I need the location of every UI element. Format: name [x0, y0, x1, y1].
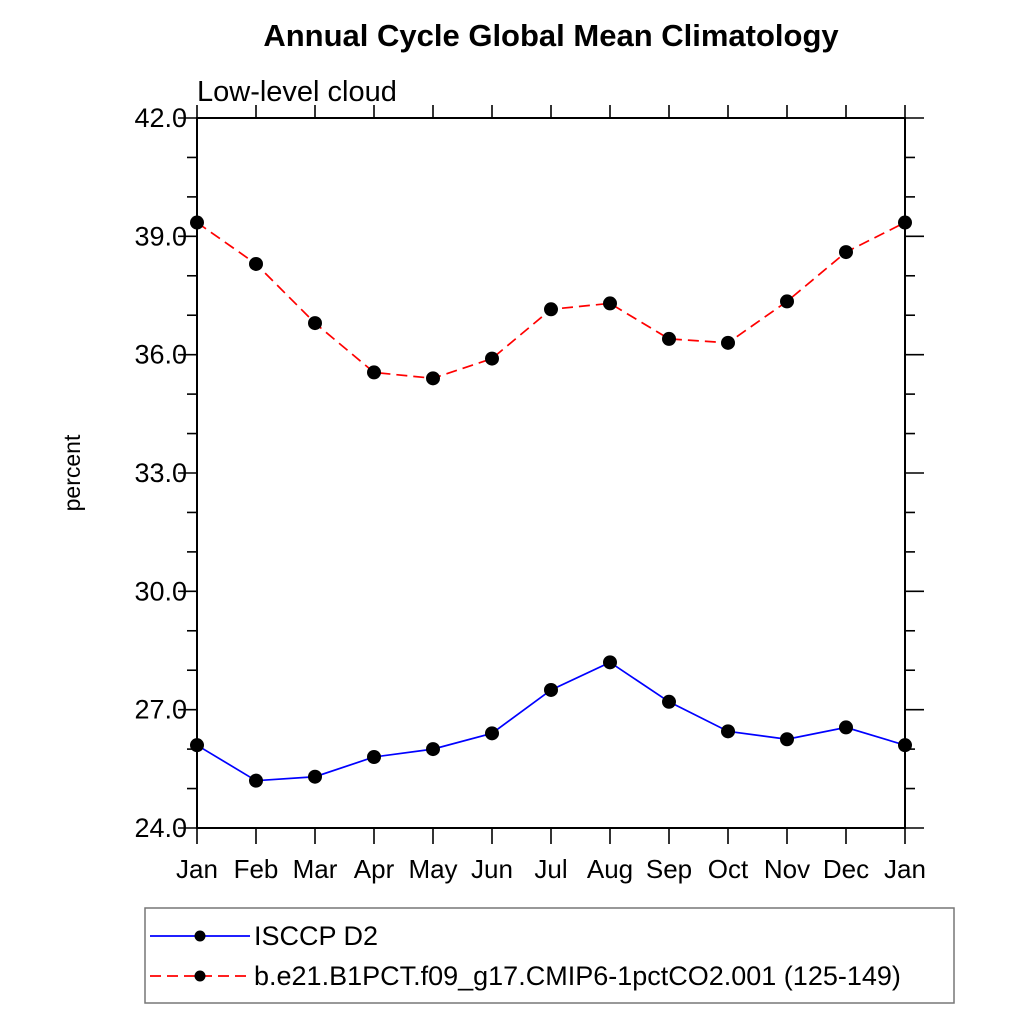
- y-tick-label: 33.0: [134, 458, 187, 488]
- data-point-marker: [662, 694, 676, 709]
- x-tick-label: Aug: [587, 854, 633, 884]
- data-point-marker: [544, 302, 558, 317]
- y-tick-label: 42.0: [134, 103, 187, 133]
- data-point-marker: [721, 335, 735, 350]
- data-point-marker: [426, 742, 440, 757]
- data-point-marker: [839, 720, 853, 735]
- x-tick-label: Dec: [823, 854, 869, 884]
- x-tick-label: Mar: [293, 854, 338, 884]
- axis-tick-labels: Jan Feb Mar Apr May Jun Jul Aug Sep Oct Nov Dec Jan 2…: [134, 103, 926, 884]
- y-tick-label: 27.0: [134, 695, 187, 725]
- series-line-1: [196, 221, 906, 380]
- legend-marker-dot-icon: [194, 930, 206, 942]
- x-tick-label: Jan: [884, 854, 926, 884]
- data-point-marker: [780, 294, 794, 309]
- y-tick-label: 30.0: [134, 576, 187, 606]
- legend-entry-isccp: ISCCP D2: [150, 921, 378, 951]
- x-tick-label: Jul: [534, 854, 567, 884]
- x-tick-label: Nov: [764, 854, 810, 884]
- chart-subtitle: Low-level cloud: [197, 76, 397, 108]
- data-point-marker: [249, 256, 263, 271]
- data-point-marker: [308, 769, 322, 784]
- legend-label-isccp: ISCCP D2: [254, 921, 378, 951]
- x-tick-label: May: [408, 854, 457, 884]
- data-point-marker: [485, 351, 499, 366]
- x-tick-label: Oct: [708, 854, 749, 884]
- data-point-marker: [544, 682, 558, 697]
- data-point-marker: [662, 331, 676, 346]
- data-point-marker: [603, 296, 617, 311]
- legend-entry-model: b.e21.B1PCT.f09_g17.CMIP6-1pctCO2.001 (1…: [150, 961, 901, 991]
- plot-frame: [196, 117, 906, 829]
- legend: ISCCP D2 b.e21.B1PCT.f09_g17.CMIP6-1pctC…: [144, 907, 955, 1004]
- legend-label-model: b.e21.B1PCT.f09_g17.CMIP6-1pctCO2.001 (1…: [254, 961, 901, 991]
- axis-ticks: [178, 105, 924, 844]
- data-point-marker: [839, 245, 853, 260]
- data-point-marker: [249, 773, 263, 788]
- data-point-marker: [308, 316, 322, 331]
- x-tick-label: Feb: [234, 854, 279, 884]
- data-point-marker: [367, 365, 381, 380]
- y-tick-label: 36.0: [134, 340, 187, 370]
- data-point-marker: [780, 732, 794, 747]
- legend-box: [144, 907, 955, 1004]
- y-axis-title: percent: [59, 434, 85, 511]
- data-point-marker: [426, 371, 440, 386]
- x-tick-label: Jun: [471, 854, 513, 884]
- x-tick-label: Apr: [354, 854, 395, 884]
- x-tick-label: Jan: [176, 854, 218, 884]
- data-point-marker: [721, 724, 735, 739]
- data-point-marker: [485, 726, 499, 741]
- data-series: [190, 215, 912, 788]
- y-tick-label: 39.0: [134, 221, 187, 251]
- chart-title: Annual Cycle Global Mean Climatology: [263, 18, 839, 53]
- x-tick-label: Sep: [646, 854, 692, 884]
- y-tick-label: 24.0: [134, 813, 187, 843]
- legend-marker-dot-icon: [194, 970, 206, 982]
- series-line-0: [196, 661, 906, 782]
- data-point-marker: [367, 750, 381, 764]
- data-point-marker: [603, 655, 617, 670]
